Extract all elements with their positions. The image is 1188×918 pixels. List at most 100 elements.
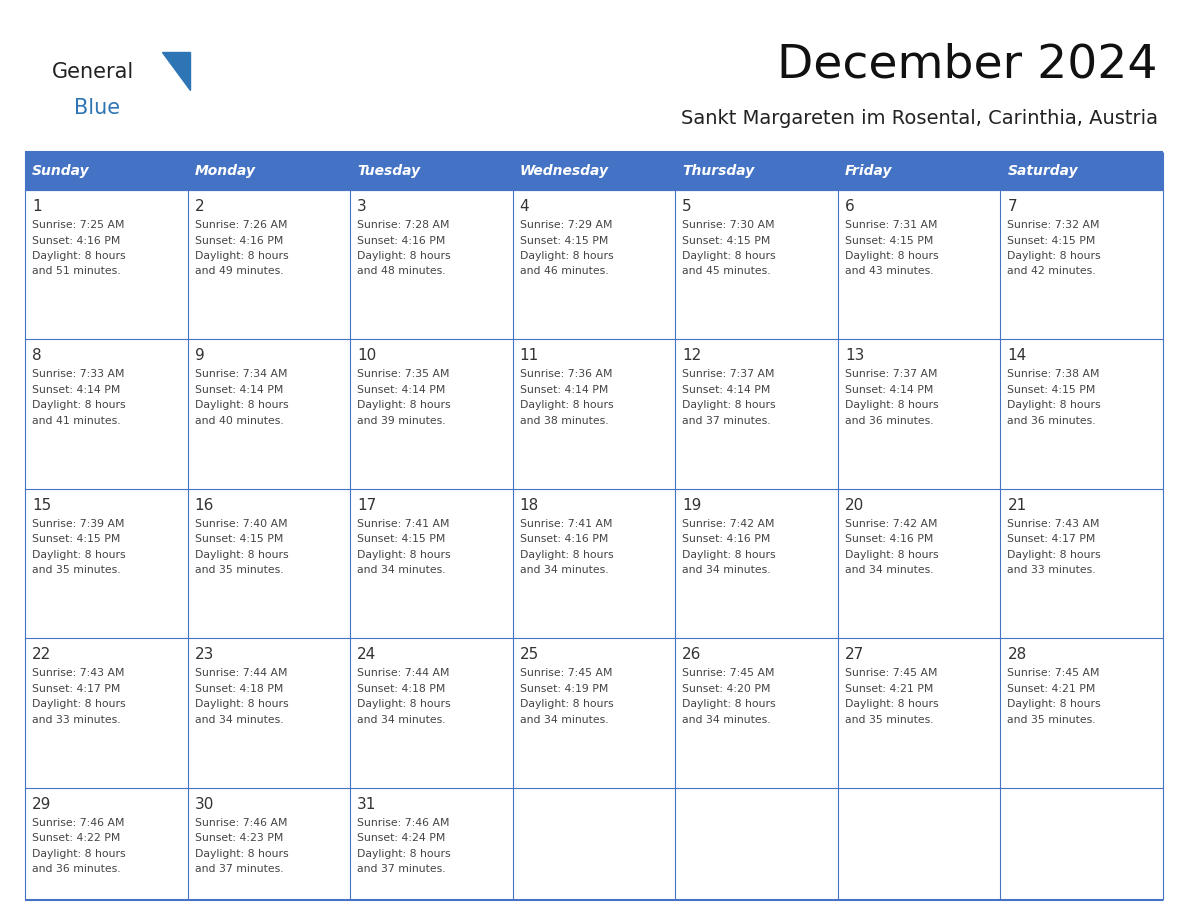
Text: Sunrise: 7:34 AM: Sunrise: 7:34 AM (195, 369, 287, 379)
Text: Sunrise: 7:44 AM: Sunrise: 7:44 AM (195, 668, 287, 678)
Text: Sunset: 4:16 PM: Sunset: 4:16 PM (519, 534, 608, 544)
Text: Sunrise: 7:45 AM: Sunrise: 7:45 AM (519, 668, 612, 678)
Text: Sunrise: 7:41 AM: Sunrise: 7:41 AM (519, 519, 612, 529)
Text: and 49 minutes.: and 49 minutes. (195, 266, 283, 276)
Text: Sunset: 4:15 PM: Sunset: 4:15 PM (358, 534, 446, 544)
Bar (513, 489, 675, 638)
Text: Sunrise: 7:45 AM: Sunrise: 7:45 AM (682, 668, 775, 678)
Bar (513, 638, 675, 788)
Text: and 34 minutes.: and 34 minutes. (358, 715, 446, 725)
Text: Blue: Blue (74, 98, 120, 118)
Text: and 51 minutes.: and 51 minutes. (32, 266, 121, 276)
Text: Daylight: 8 hours: Daylight: 8 hours (358, 700, 450, 710)
Text: Monday: Monday (195, 164, 255, 178)
Text: Daylight: 8 hours: Daylight: 8 hours (682, 700, 776, 710)
Text: Sunrise: 7:30 AM: Sunrise: 7:30 AM (682, 220, 775, 230)
Bar (675, 152, 838, 190)
Text: Daylight: 8 hours: Daylight: 8 hours (195, 251, 289, 261)
Bar (675, 190, 838, 340)
Bar (675, 638, 838, 788)
Text: Sunset: 4:14 PM: Sunset: 4:14 PM (195, 385, 283, 395)
Text: 28: 28 (1007, 647, 1026, 663)
Bar (188, 788, 350, 900)
Bar (188, 340, 350, 489)
Text: Sunset: 4:16 PM: Sunset: 4:16 PM (32, 236, 120, 245)
Bar (838, 190, 1000, 340)
Text: and 42 minutes.: and 42 minutes. (1007, 266, 1097, 276)
Bar (25, 190, 188, 340)
Text: and 39 minutes.: and 39 minutes. (358, 416, 446, 426)
Text: 9: 9 (195, 349, 204, 364)
Bar (350, 489, 513, 638)
Text: Daylight: 8 hours: Daylight: 8 hours (682, 251, 776, 261)
Text: Sunset: 4:20 PM: Sunset: 4:20 PM (682, 684, 771, 694)
Text: Sunrise: 7:46 AM: Sunrise: 7:46 AM (32, 818, 125, 828)
Text: and 40 minutes.: and 40 minutes. (195, 416, 283, 426)
Bar (350, 788, 513, 900)
Bar (25, 489, 188, 638)
Text: and 36 minutes.: and 36 minutes. (845, 416, 934, 426)
Bar (838, 638, 1000, 788)
Text: 8: 8 (32, 349, 42, 364)
Text: Sunset: 4:16 PM: Sunset: 4:16 PM (358, 236, 446, 245)
Text: Saturday: Saturday (1007, 164, 1078, 178)
Text: Daylight: 8 hours: Daylight: 8 hours (32, 849, 126, 859)
Text: and 35 minutes.: and 35 minutes. (845, 715, 934, 725)
Text: and 37 minutes.: and 37 minutes. (682, 416, 771, 426)
Text: and 38 minutes.: and 38 minutes. (519, 416, 608, 426)
Text: 11: 11 (519, 349, 539, 364)
Text: and 36 minutes.: and 36 minutes. (32, 865, 121, 874)
Text: 7: 7 (1007, 199, 1017, 214)
Text: 17: 17 (358, 498, 377, 513)
Text: Sunrise: 7:29 AM: Sunrise: 7:29 AM (519, 220, 612, 230)
Text: 14: 14 (1007, 349, 1026, 364)
Text: Daylight: 8 hours: Daylight: 8 hours (32, 251, 126, 261)
Text: Sunrise: 7:40 AM: Sunrise: 7:40 AM (195, 519, 287, 529)
Text: Sunset: 4:19 PM: Sunset: 4:19 PM (519, 684, 608, 694)
Text: Daylight: 8 hours: Daylight: 8 hours (845, 550, 939, 560)
Text: and 35 minutes.: and 35 minutes. (32, 565, 121, 576)
Text: Sunrise: 7:41 AM: Sunrise: 7:41 AM (358, 519, 449, 529)
Text: Sunrise: 7:32 AM: Sunrise: 7:32 AM (1007, 220, 1100, 230)
Text: 12: 12 (682, 349, 702, 364)
Text: Sunrise: 7:37 AM: Sunrise: 7:37 AM (845, 369, 937, 379)
Text: Sunrise: 7:44 AM: Sunrise: 7:44 AM (358, 668, 449, 678)
Text: Daylight: 8 hours: Daylight: 8 hours (1007, 251, 1101, 261)
Text: Sunrise: 7:45 AM: Sunrise: 7:45 AM (1007, 668, 1100, 678)
Text: Daylight: 8 hours: Daylight: 8 hours (358, 849, 450, 859)
Text: Daylight: 8 hours: Daylight: 8 hours (519, 251, 613, 261)
Bar (25, 788, 188, 900)
Bar (350, 152, 513, 190)
Text: Sunset: 4:15 PM: Sunset: 4:15 PM (1007, 236, 1095, 245)
Text: Sunrise: 7:39 AM: Sunrise: 7:39 AM (32, 519, 125, 529)
Bar (675, 340, 838, 489)
Text: Sunrise: 7:43 AM: Sunrise: 7:43 AM (32, 668, 125, 678)
Bar (1000, 788, 1163, 900)
Text: Daylight: 8 hours: Daylight: 8 hours (845, 400, 939, 410)
Text: Sunset: 4:15 PM: Sunset: 4:15 PM (519, 236, 608, 245)
Bar (675, 489, 838, 638)
Text: Sunset: 4:14 PM: Sunset: 4:14 PM (519, 385, 608, 395)
Bar (188, 638, 350, 788)
Bar (838, 489, 1000, 638)
Text: and 34 minutes.: and 34 minutes. (195, 715, 283, 725)
Text: Sunrise: 7:25 AM: Sunrise: 7:25 AM (32, 220, 125, 230)
Text: Sunset: 4:18 PM: Sunset: 4:18 PM (358, 684, 446, 694)
Bar (838, 788, 1000, 900)
Text: Sunset: 4:14 PM: Sunset: 4:14 PM (358, 385, 446, 395)
Text: Sunrise: 7:31 AM: Sunrise: 7:31 AM (845, 220, 937, 230)
Bar (838, 340, 1000, 489)
Text: and 45 minutes.: and 45 minutes. (682, 266, 771, 276)
Bar (350, 340, 513, 489)
Text: Sunset: 4:17 PM: Sunset: 4:17 PM (32, 684, 120, 694)
Text: Sunset: 4:15 PM: Sunset: 4:15 PM (32, 534, 120, 544)
Text: December 2024: December 2024 (777, 42, 1158, 87)
Text: and 34 minutes.: and 34 minutes. (682, 565, 771, 576)
Text: Sunset: 4:14 PM: Sunset: 4:14 PM (32, 385, 120, 395)
Bar (25, 638, 188, 788)
Text: and 43 minutes.: and 43 minutes. (845, 266, 934, 276)
Text: Daylight: 8 hours: Daylight: 8 hours (32, 700, 126, 710)
Bar (1000, 638, 1163, 788)
Text: and 48 minutes.: and 48 minutes. (358, 266, 446, 276)
Text: Sunrise: 7:45 AM: Sunrise: 7:45 AM (845, 668, 937, 678)
